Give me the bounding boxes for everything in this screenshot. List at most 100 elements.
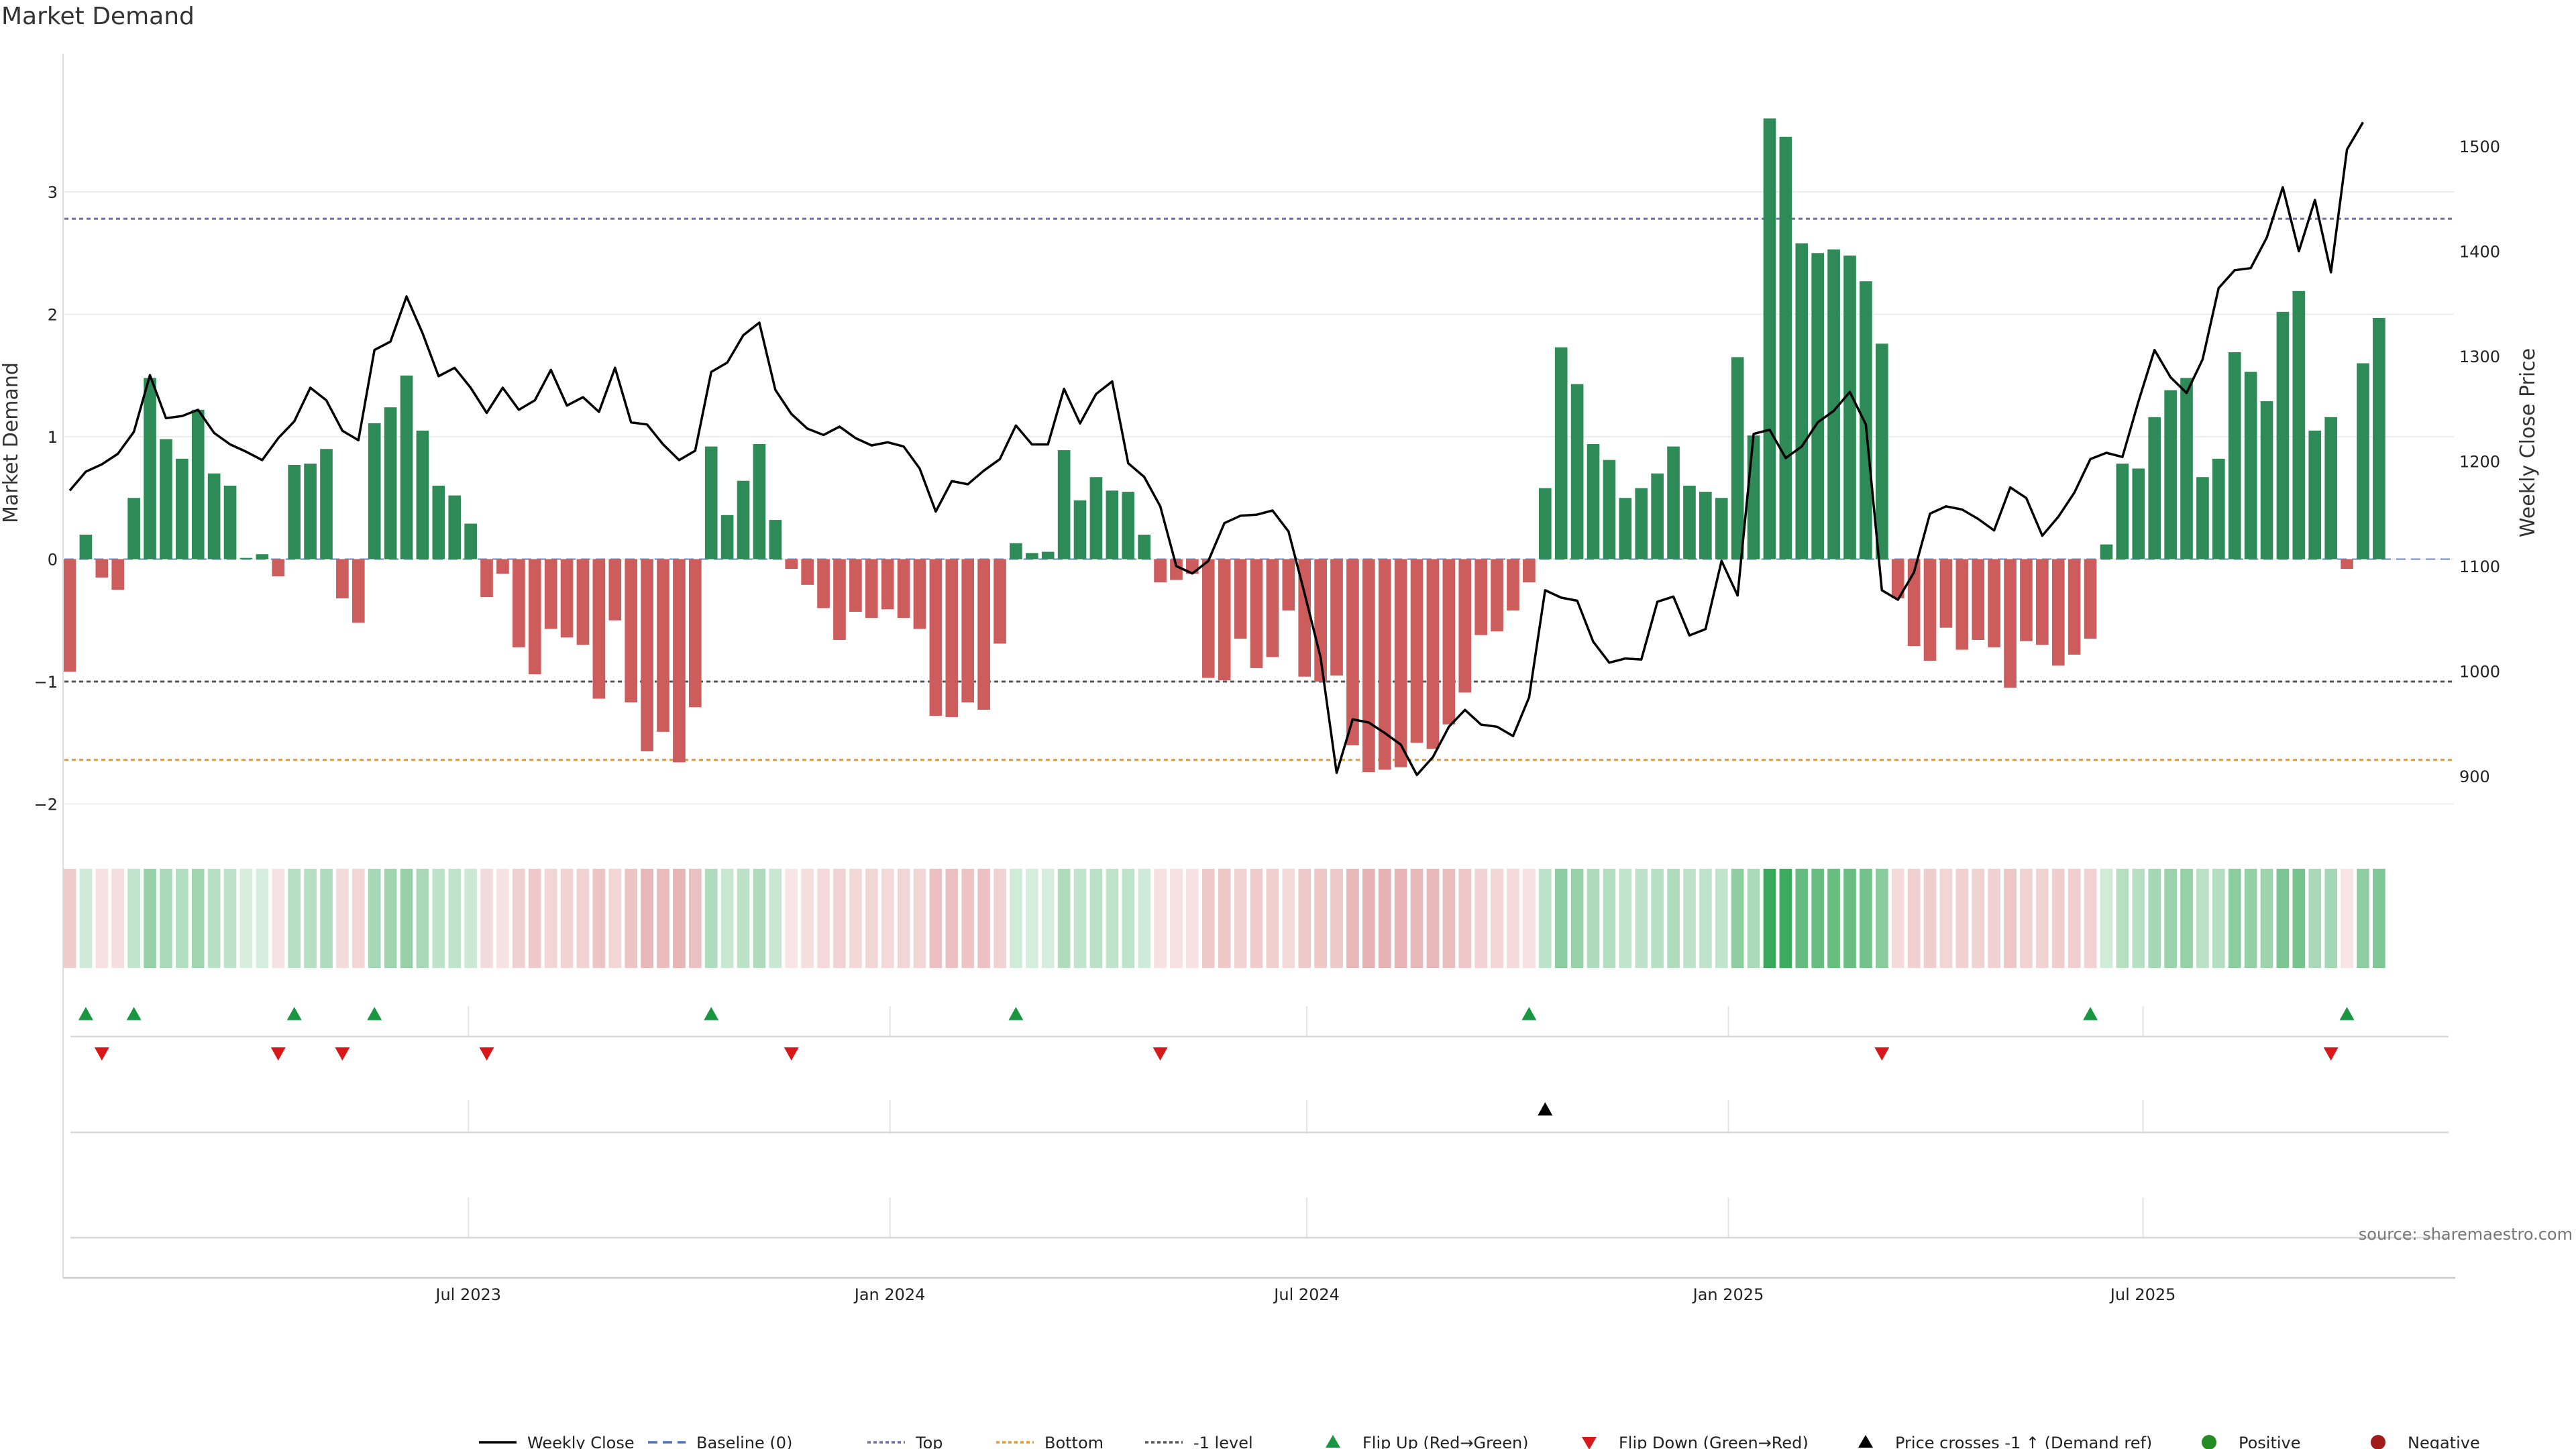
heat-cell [2020,869,2033,968]
flip-down-marker [270,1047,286,1061]
demand-bar [785,559,798,570]
demand-bar [2068,559,2081,655]
heat-cell [1811,869,1825,968]
heat-cell [1972,869,1985,968]
demand-bar [1907,559,1921,647]
demand-bar [801,559,814,585]
y-tick-left: −2 [34,796,58,814]
demand-bar [1827,249,1840,559]
demand-bar [384,407,397,559]
legend-label: Price crosses -1 ↑ (Demand ref) [1895,1434,2152,1449]
flip-up-marker [367,1007,382,1020]
x-tick-label: Jan 2024 [853,1285,926,1304]
demand-bar [2100,544,2113,559]
demand-bar [1523,559,1536,583]
heat-cell [496,869,509,968]
heat-cell [384,869,397,968]
heat-cell [2084,869,2097,968]
demand-bar [304,464,317,559]
heat-cell [1538,869,1552,968]
demand-bar [592,559,606,699]
x-tick-label: Jul 2024 [1273,1285,1340,1304]
heat-cell [1394,869,1407,968]
demand-bar [1763,118,1776,559]
heat-cell [2276,869,2290,968]
y-tick-left: −1 [34,673,58,692]
demand-bar [1474,559,1487,635]
heat-cell [625,869,638,968]
heat-cell [769,869,782,968]
price-line [68,121,2365,776]
demand-bar [1089,477,1103,559]
demand-bar [2164,390,2177,559]
heat-cell [544,869,557,968]
heat-cell [673,869,686,968]
y-axis-label-right: Weekly Close Price [2516,348,2540,537]
demand-bar [544,559,557,629]
demand-bar [1731,357,1744,559]
heat-cell [191,869,205,968]
heat-cell [160,869,172,968]
heat-cell [849,869,862,968]
demand-bar [657,559,669,732]
heat-cell [1282,869,1295,968]
demand-bar [320,449,333,559]
heat-cell [641,869,653,968]
demand-bar [63,559,76,672]
demand-bar [1843,255,1856,559]
demand-bar [1747,435,1760,559]
heat-cell [2357,869,2369,968]
demand-bar [576,559,590,645]
heat-cell [785,869,798,968]
flip-up-marker [1008,1007,1024,1020]
heat-cell [127,869,140,968]
demand-bar [1491,559,1503,632]
heat-cell [833,869,846,968]
demand-bar [144,378,156,559]
heat-cell [176,869,189,968]
demand-bar [641,559,653,752]
heat-cell [1057,869,1071,968]
flip-up-marker [1521,1007,1537,1020]
demand-bar [1554,347,1568,559]
demand-bar [2324,417,2337,559]
demand-bar [2116,464,2129,559]
heat-cell [1603,869,1616,968]
legend-label: Weekly Close [527,1434,635,1449]
heat-cell [2244,869,2257,968]
heat-cell [1923,869,1937,968]
demand-bar [528,559,541,675]
demand-bar [79,535,93,559]
flip-down-marker [784,1047,799,1061]
legend-label: -1 level [1193,1434,1253,1449]
demand-bar [1298,559,1311,677]
demand-bar [753,443,766,559]
flip-up-marker [126,1007,142,1020]
heat-cell [1122,869,1135,968]
heat-cell [239,869,253,968]
legend-swatch [1582,1437,1597,1449]
heat-cell [304,869,317,968]
heat-cell [1587,869,1600,968]
demand-bar [897,559,910,619]
heat-cell [1554,869,1568,968]
legend-item: Negative [2371,1434,2480,1449]
demand-bar [1538,488,1552,559]
demand-bar [2228,352,2241,559]
legend-swatch [2371,1435,2385,1449]
heat-cell [897,869,910,968]
heat-cell [288,869,301,968]
demand-bar [95,559,109,578]
demand-bar [127,498,140,559]
legend-label: Positive [2239,1434,2301,1449]
demand-bar [1779,136,1792,559]
heat-cell [1041,869,1055,968]
heat-cell [1667,869,1680,968]
heat-cell [79,869,93,968]
demand-bar [2148,417,2161,559]
flip-down-marker [479,1047,494,1061]
demand-bar [1426,559,1440,749]
y-tick-left: 3 [48,183,58,202]
heat-cell [2341,869,2353,968]
